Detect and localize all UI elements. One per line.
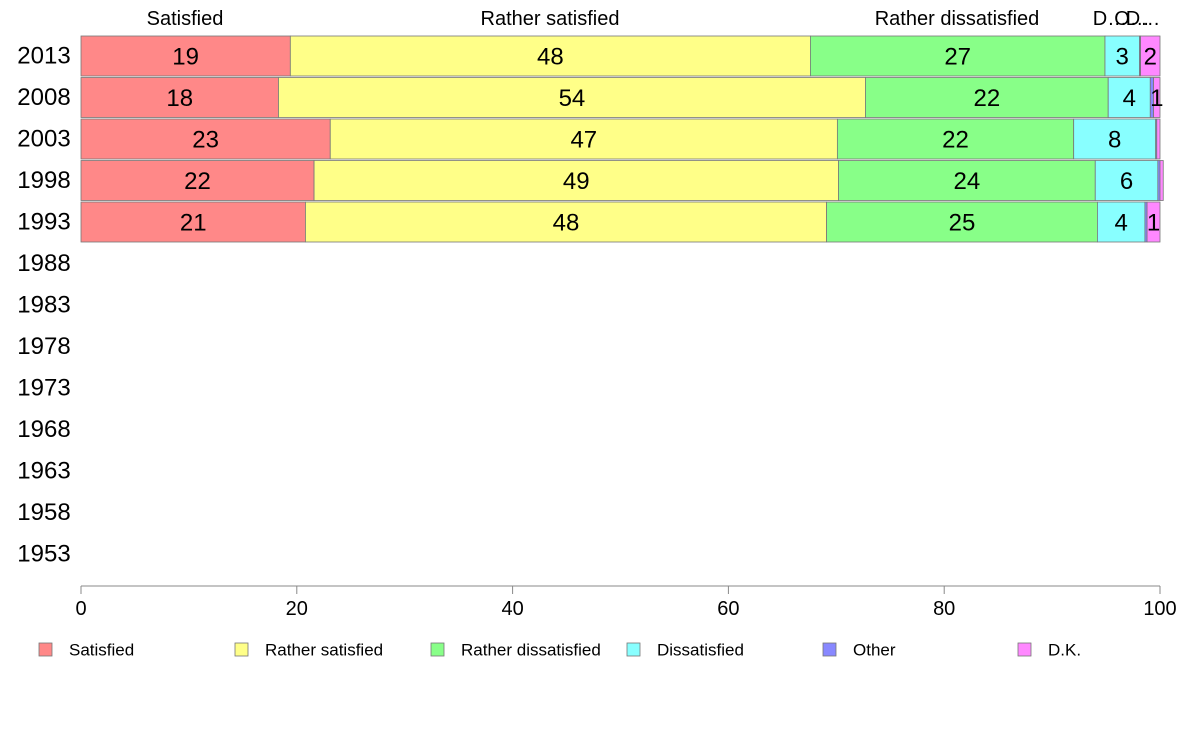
top-series-label: O… bbox=[1114, 8, 1150, 30]
bar-value-label: 6 bbox=[1120, 168, 1133, 195]
legend-swatch bbox=[1017, 642, 1032, 657]
bar-value-label: 22 bbox=[973, 85, 1000, 112]
bar-segment bbox=[810, 35, 1106, 77]
legend-swatch bbox=[234, 642, 249, 657]
bar-value-label: 23 bbox=[192, 127, 219, 154]
bar-segment bbox=[1140, 35, 1161, 77]
x-tick-label: 20 bbox=[286, 598, 308, 620]
x-tick-label: 80 bbox=[933, 598, 955, 620]
bar-value-label: 19 bbox=[172, 44, 199, 71]
bar-value-label: 22 bbox=[942, 127, 969, 154]
bar-segment bbox=[80, 118, 331, 160]
bar-segment bbox=[80, 35, 291, 77]
bar-segment bbox=[838, 160, 1096, 201]
category-label: 1988 bbox=[17, 250, 70, 277]
bar-value-label: 27 bbox=[944, 44, 971, 71]
bar-segment bbox=[278, 77, 866, 118]
bar-value-label: 25 bbox=[949, 210, 976, 237]
bar-segment bbox=[80, 77, 279, 118]
bar-value-label: 2 bbox=[1144, 44, 1157, 71]
bar-segment bbox=[1094, 160, 1159, 201]
category-label: 1973 bbox=[17, 375, 70, 402]
bar-segment bbox=[865, 77, 1109, 118]
legend-label: Dissatisfied bbox=[657, 641, 744, 660]
x-tick-label: 0 bbox=[75, 598, 86, 620]
bar-value-label: 4 bbox=[1114, 210, 1127, 237]
category-label: 1968 bbox=[17, 416, 70, 443]
bar-value-label: 1 bbox=[1150, 85, 1163, 112]
category-label: 1983 bbox=[17, 292, 70, 319]
bar-segment bbox=[80, 201, 306, 243]
top-series-label: Rather satisfied bbox=[481, 8, 620, 30]
x-tick-label: 60 bbox=[717, 598, 739, 620]
bar-segment bbox=[836, 118, 1075, 160]
bar-value-label: 22 bbox=[184, 168, 211, 195]
bar-value-label: 24 bbox=[954, 168, 981, 195]
bar-segment bbox=[305, 201, 827, 243]
category-label: 1963 bbox=[17, 458, 70, 485]
bar-segment bbox=[1156, 118, 1161, 160]
bar-value-label: 3 bbox=[1116, 44, 1129, 71]
category-label: 2003 bbox=[17, 126, 70, 153]
bar-segment bbox=[1073, 118, 1157, 160]
legend-swatch bbox=[822, 642, 837, 657]
bar-value-label: 18 bbox=[166, 85, 193, 112]
x-tick-label: 40 bbox=[501, 598, 523, 620]
bar-segment bbox=[1107, 77, 1151, 118]
bar-value-label: 4 bbox=[1123, 85, 1136, 112]
category-label: 1953 bbox=[17, 541, 70, 568]
legend-label: Satisfied bbox=[69, 641, 134, 660]
legend-swatch bbox=[430, 642, 445, 657]
top-series-label: Satisfied bbox=[147, 8, 224, 30]
bar-segment bbox=[1153, 77, 1161, 118]
category-label: 1998 bbox=[17, 167, 70, 194]
bar-value-label: 47 bbox=[570, 127, 597, 154]
category-label: 1958 bbox=[17, 499, 70, 526]
x-tick-label: 100 bbox=[1143, 598, 1176, 620]
bar-segment bbox=[1146, 201, 1161, 243]
bar-segment bbox=[80, 160, 315, 201]
top-series-label: Rather dissatisfied bbox=[875, 8, 1040, 30]
category-label: 1993 bbox=[17, 209, 70, 236]
legend-label: Rather dissatisfied bbox=[461, 641, 601, 660]
bar-segment bbox=[1097, 201, 1146, 243]
category-label: 2013 bbox=[17, 43, 70, 70]
bar-segment bbox=[826, 201, 1098, 243]
bar-value-label: 48 bbox=[553, 210, 580, 237]
bar-segment bbox=[289, 35, 811, 77]
bar-value-label: 8 bbox=[1108, 127, 1121, 154]
legend-swatch bbox=[626, 642, 641, 657]
legend-label: Rather satisfied bbox=[265, 641, 383, 660]
bar-value-label: 54 bbox=[559, 85, 586, 112]
bar-value-label: 1 bbox=[1147, 210, 1160, 237]
bar-value-label: 21 bbox=[180, 210, 207, 237]
top-series-label: D… bbox=[1093, 8, 1127, 30]
bar-segment bbox=[1159, 160, 1164, 201]
top-series-label: D… bbox=[1126, 8, 1160, 30]
bar-value-label: 49 bbox=[563, 168, 590, 195]
category-label: 2008 bbox=[17, 84, 70, 111]
bar-value-label: 48 bbox=[537, 44, 564, 71]
legend-label: Other bbox=[853, 641, 896, 660]
legend-label: D.K. bbox=[1048, 641, 1081, 660]
category-label: 1978 bbox=[17, 333, 70, 360]
legend-swatch bbox=[38, 642, 53, 657]
bar-segment bbox=[313, 160, 839, 201]
